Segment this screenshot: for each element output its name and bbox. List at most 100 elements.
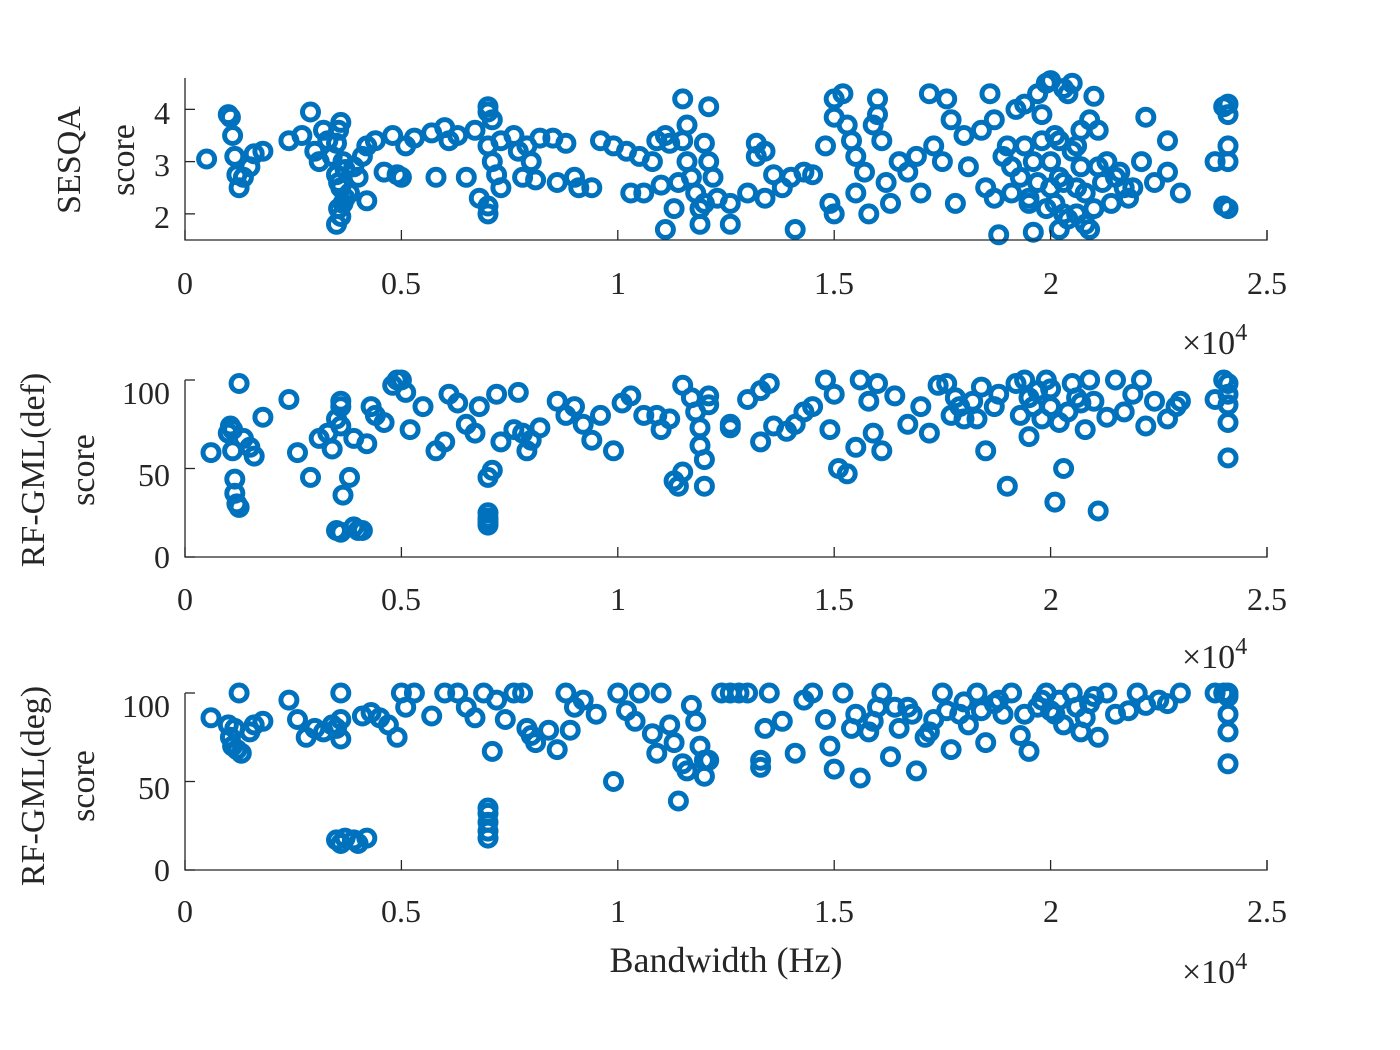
scatter-point	[1031, 104, 1053, 126]
scatter-point	[228, 682, 250, 704]
scatter-point	[672, 88, 694, 110]
scatter-point	[1217, 373, 1239, 394]
scatter-point	[667, 790, 689, 812]
x-tick-label-sesqa-2: 1	[610, 265, 626, 301]
scatter-point	[983, 109, 1005, 131]
scatter-point	[819, 419, 841, 441]
scatter-point	[927, 374, 949, 396]
y-tick-label-deg-2: 100	[122, 688, 170, 724]
scatter-point	[1122, 177, 1144, 199]
scatter-point	[854, 161, 875, 183]
scatter-point	[1217, 703, 1239, 725]
scatter-point	[940, 109, 962, 131]
scatter-point	[196, 148, 218, 170]
scatter-point	[1044, 491, 1066, 513]
scatter-point	[966, 408, 988, 430]
x-tick-label-sesqa-5: 2.5	[1247, 265, 1287, 301]
scatter-point	[1040, 151, 1062, 173]
scatter-point	[1001, 182, 1023, 204]
scatter-point	[698, 385, 720, 407]
scatter-point	[884, 385, 906, 407]
scatter-point	[693, 475, 715, 497]
scatter-point	[330, 709, 352, 730]
scatter-point	[979, 83, 1001, 105]
scatter-point	[1061, 72, 1083, 94]
scatter-point	[1031, 130, 1053, 152]
scatter-point	[1217, 383, 1239, 405]
scatter-point	[1040, 177, 1062, 199]
scatter-point	[403, 682, 425, 704]
scatter-point	[845, 145, 867, 167]
scatter-point	[862, 710, 884, 732]
scatter-point	[326, 132, 347, 154]
scatter-point	[252, 710, 274, 732]
scatter-point	[1040, 378, 1062, 400]
scatter-point	[477, 827, 499, 849]
scatter-point	[222, 125, 244, 146]
scatter-point	[858, 390, 880, 412]
scatter-point	[1009, 725, 1031, 746]
scatter-point	[867, 373, 888, 394]
scatter-point	[572, 413, 594, 435]
scatter-point	[802, 164, 824, 186]
scatter-point	[507, 381, 529, 403]
scatter-point	[845, 703, 867, 725]
scatter-point	[546, 739, 568, 761]
subplot-rfgml-def: 0 50 100 0 0.5 1 1.5 2 2.5 ×104 RF-GML(d…	[15, 369, 1287, 676]
scatter-point	[871, 440, 893, 462]
scatter-point	[572, 689, 594, 711]
scatter-point	[897, 413, 919, 435]
scatter-point	[646, 742, 668, 764]
scatter-point	[996, 475, 1018, 497]
scatter-point	[815, 135, 836, 157]
scatter-point	[802, 396, 824, 418]
y-axis-label-def-line2: score	[65, 434, 102, 506]
scatter-point	[983, 187, 1005, 209]
scatter-point	[901, 703, 923, 725]
y-axis-label-sesqa-line1: SESQA	[51, 106, 88, 214]
scatter-point	[970, 376, 992, 398]
scatter-point	[603, 440, 624, 462]
scatter-point	[1096, 406, 1118, 428]
x-tick-label-def-0: 0	[177, 581, 193, 617]
scatter-point	[356, 433, 378, 455]
scatter-point	[858, 203, 880, 225]
scatter-point	[849, 369, 871, 391]
x-axis-label: Bandwidth (Hz)	[610, 940, 843, 980]
scatter-point	[663, 732, 685, 754]
scatter-point	[447, 392, 469, 414]
tick-marks-rfgml-def	[184, 379, 1268, 558]
scatter-point	[1087, 156, 1109, 178]
scatter-point	[672, 461, 694, 483]
scatter-point	[287, 709, 308, 730]
scatter-point	[356, 827, 378, 849]
scatter-point	[464, 422, 486, 444]
x-tick-label-def-5: 2.5	[1247, 581, 1287, 617]
scatter-point	[351, 145, 373, 167]
scatter-point	[728, 682, 750, 704]
scatter-point	[953, 691, 975, 713]
scatter-point	[464, 119, 486, 141]
scatter-point	[641, 151, 663, 173]
scatter-point	[291, 125, 313, 146]
scatter-point	[754, 717, 776, 739]
scatter-point	[815, 709, 836, 730]
scatter-point	[970, 119, 992, 141]
scatter-point	[568, 177, 590, 199]
scatter-point	[1022, 221, 1044, 243]
scatter-point	[624, 710, 646, 732]
scatter-point	[421, 705, 443, 727]
scatter-point	[555, 132, 577, 154]
scatter-point	[689, 417, 711, 439]
scatter-point	[858, 721, 880, 743]
tick-marks-sesqa	[184, 108, 1268, 240]
scatter-point	[1053, 458, 1075, 479]
scatter-point	[1157, 161, 1178, 183]
scatter-point	[910, 182, 932, 204]
scatter-point	[1204, 151, 1226, 173]
scatter-point	[897, 161, 919, 183]
scatter-point	[386, 726, 408, 748]
scatter-point	[373, 412, 395, 433]
scatter-point	[1074, 419, 1096, 441]
scatter-point	[880, 192, 901, 214]
